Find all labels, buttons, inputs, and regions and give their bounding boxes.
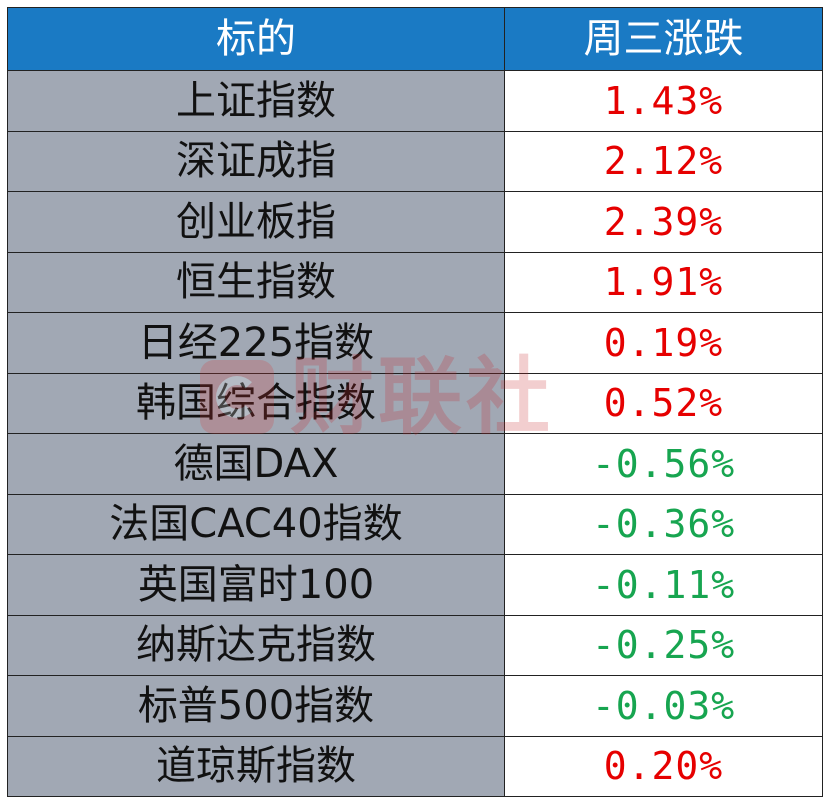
table-row: 创业板指 2.39% (7, 191, 823, 253)
table-row: 法国CAC40指数 -0.36% (7, 493, 823, 555)
header-row: 标的 周三涨跌 (7, 7, 823, 71)
table-row: 上证指数 1.43% (7, 70, 823, 132)
table-row: 深证成指 2.12% (7, 130, 823, 192)
header-target: 标的 (7, 7, 505, 71)
row-name: 德国DAX (7, 433, 505, 495)
row-change: 2.12% (504, 130, 823, 192)
row-change: -0.03% (504, 675, 823, 737)
row-name: 上证指数 (7, 70, 505, 132)
row-name: 道琼斯指数 (7, 735, 505, 797)
row-name: 纳斯达克指数 (7, 614, 505, 676)
row-change: -0.25% (504, 614, 823, 676)
row-change: 1.43% (504, 70, 823, 132)
table-row: 韩国综合指数 0.52% (7, 372, 823, 434)
market-change-table: 标的 周三涨跌 上证指数 1.43% 深证成指 2.12% 创业板指 2.39%… (7, 7, 823, 797)
row-change: 2.39% (504, 191, 823, 253)
header-wednesday-change: 周三涨跌 (504, 7, 823, 71)
table-row: 英国富时100 -0.11% (7, 554, 823, 616)
table-row: 日经225指数 0.19% (7, 312, 823, 374)
row-change: -0.36% (504, 493, 823, 555)
table-row: 恒生指数 1.91% (7, 251, 823, 313)
row-change: 0.19% (504, 312, 823, 374)
row-name: 恒生指数 (7, 251, 505, 313)
row-name: 创业板指 (7, 191, 505, 253)
row-name: 深证成指 (7, 130, 505, 192)
row-name: 韩国综合指数 (7, 372, 505, 434)
row-change: 1.91% (504, 251, 823, 313)
row-change: 0.52% (504, 372, 823, 434)
row-change: 0.20% (504, 735, 823, 797)
market-table-container: 标的 周三涨跌 上证指数 1.43% 深证成指 2.12% 创业板指 2.39%… (7, 7, 823, 797)
row-change: -0.11% (504, 554, 823, 616)
table-row: 标普500指数 -0.03% (7, 675, 823, 737)
row-name: 英国富时100 (7, 554, 505, 616)
row-change: -0.56% (504, 433, 823, 495)
row-name: 标普500指数 (7, 675, 505, 737)
table-row: 纳斯达克指数 -0.25% (7, 614, 823, 676)
table-row: 道琼斯指数 0.20% (7, 735, 823, 797)
row-name: 法国CAC40指数 (7, 493, 505, 555)
row-name: 日经225指数 (7, 312, 505, 374)
table-row: 德国DAX -0.56% (7, 433, 823, 495)
